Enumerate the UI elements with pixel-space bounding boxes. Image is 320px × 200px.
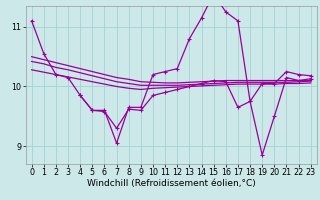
X-axis label: Windchill (Refroidissement éolien,°C): Windchill (Refroidissement éolien,°C) (87, 179, 256, 188)
